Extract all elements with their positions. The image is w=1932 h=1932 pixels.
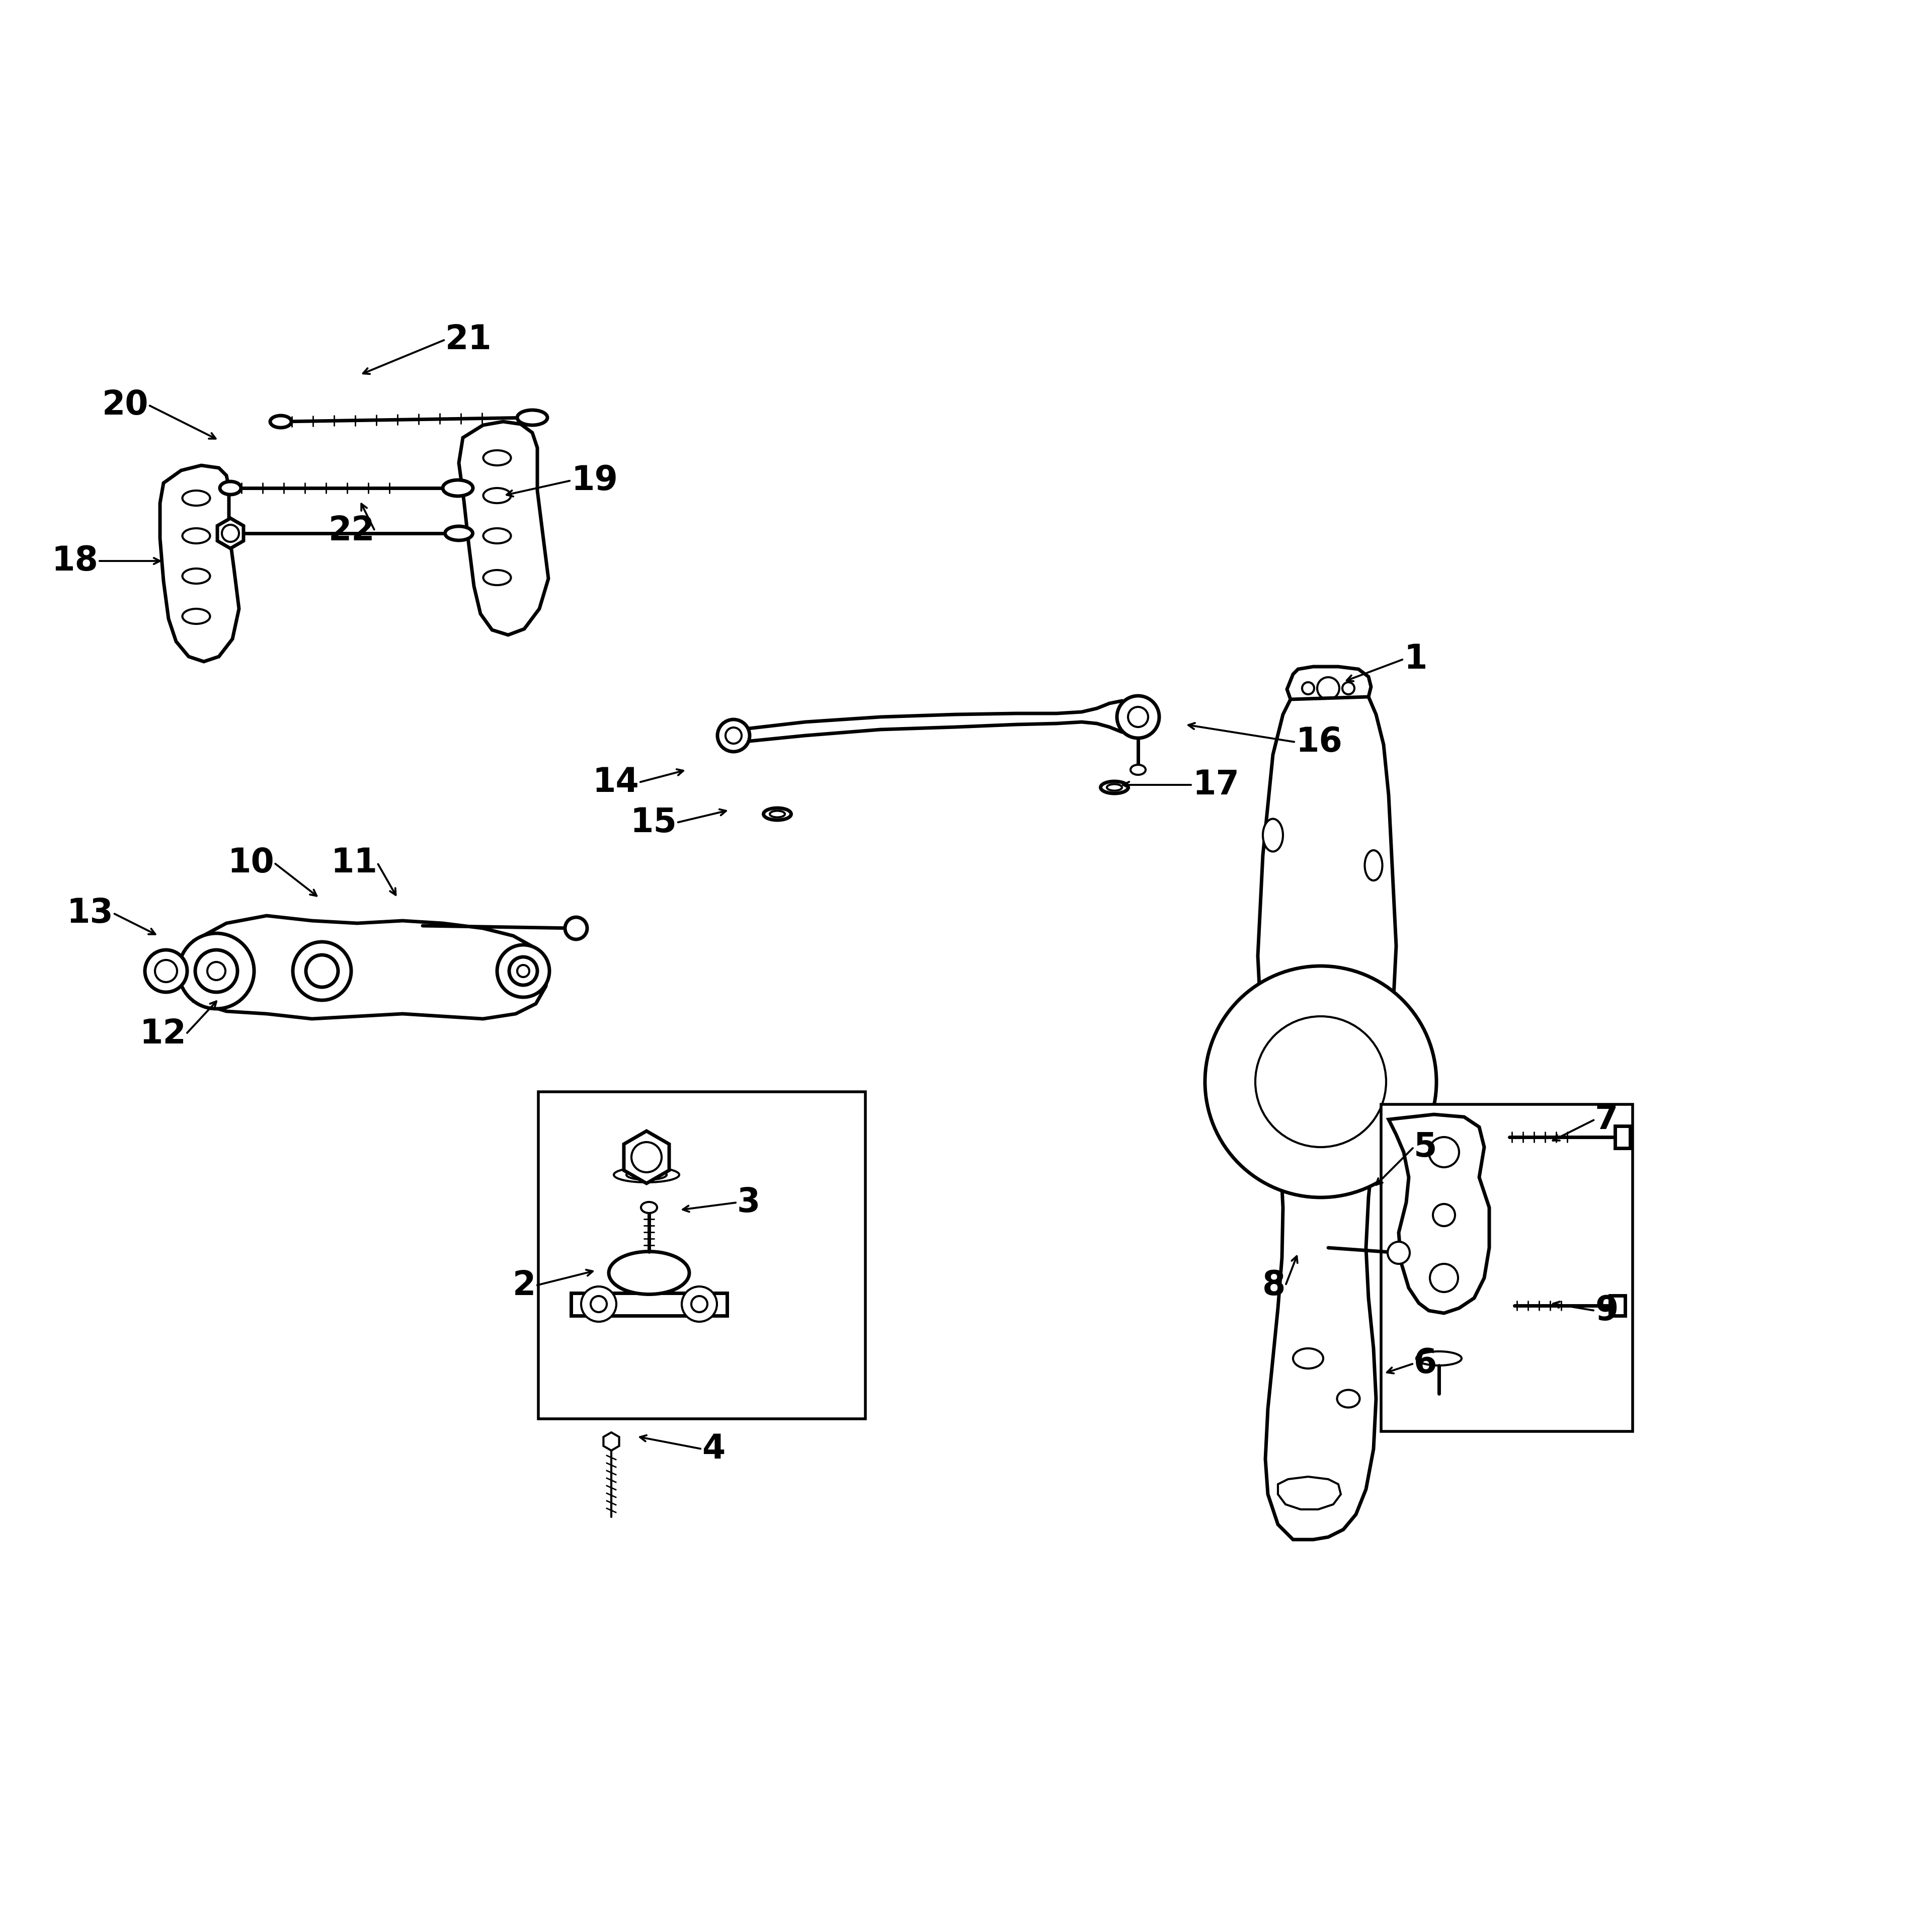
Circle shape <box>222 526 240 541</box>
Circle shape <box>1206 966 1435 1198</box>
Polygon shape <box>603 1432 618 1451</box>
Text: 20: 20 <box>102 388 149 421</box>
Text: 13: 13 <box>66 896 114 929</box>
Polygon shape <box>1277 1476 1341 1509</box>
Polygon shape <box>1389 1115 1490 1314</box>
Ellipse shape <box>220 481 242 495</box>
Text: 18: 18 <box>52 545 99 578</box>
Ellipse shape <box>483 489 510 502</box>
Text: 4: 4 <box>701 1432 725 1466</box>
Polygon shape <box>1258 697 1397 1540</box>
Text: 21: 21 <box>444 323 493 355</box>
Circle shape <box>1430 1138 1459 1167</box>
Circle shape <box>1256 1016 1385 1148</box>
Polygon shape <box>1615 1126 1631 1148</box>
Circle shape <box>717 719 750 752</box>
Text: 9: 9 <box>1596 1294 1619 1327</box>
Ellipse shape <box>1337 1389 1360 1408</box>
Ellipse shape <box>1293 1349 1323 1368</box>
Ellipse shape <box>270 415 292 427</box>
Circle shape <box>564 918 587 939</box>
Text: 10: 10 <box>228 846 274 879</box>
Text: 14: 14 <box>593 765 639 800</box>
Ellipse shape <box>1264 819 1283 852</box>
Text: 16: 16 <box>1296 726 1343 759</box>
Text: 19: 19 <box>572 464 618 497</box>
Circle shape <box>582 1287 616 1321</box>
Polygon shape <box>160 466 240 661</box>
Bar <box>1381 1105 1633 1432</box>
Ellipse shape <box>614 1167 680 1182</box>
Text: 2: 2 <box>512 1269 535 1302</box>
Bar <box>539 1092 866 1418</box>
Ellipse shape <box>626 1169 667 1180</box>
Polygon shape <box>218 518 243 549</box>
Circle shape <box>155 960 178 981</box>
Circle shape <box>591 1296 607 1312</box>
Circle shape <box>1430 1264 1459 1293</box>
Polygon shape <box>726 701 1155 742</box>
Polygon shape <box>1609 1296 1625 1316</box>
Polygon shape <box>460 421 549 636</box>
Text: 11: 11 <box>330 846 377 879</box>
Circle shape <box>294 943 352 1001</box>
Polygon shape <box>624 1130 668 1182</box>
Circle shape <box>1117 696 1159 738</box>
Ellipse shape <box>1416 1350 1463 1366</box>
Ellipse shape <box>182 609 211 624</box>
Circle shape <box>1302 682 1314 694</box>
Ellipse shape <box>609 1252 690 1294</box>
Ellipse shape <box>444 526 473 541</box>
Ellipse shape <box>182 568 211 583</box>
Circle shape <box>207 962 226 980</box>
Ellipse shape <box>182 527 211 543</box>
Circle shape <box>1343 682 1354 694</box>
Text: 15: 15 <box>630 806 676 838</box>
Circle shape <box>726 728 742 744</box>
Circle shape <box>305 954 338 987</box>
Circle shape <box>1434 1204 1455 1227</box>
Text: 22: 22 <box>328 514 375 547</box>
Text: 7: 7 <box>1596 1103 1619 1136</box>
Ellipse shape <box>769 811 784 817</box>
Circle shape <box>178 933 255 1009</box>
Text: 12: 12 <box>139 1018 185 1051</box>
Text: 5: 5 <box>1414 1130 1437 1163</box>
Ellipse shape <box>442 479 473 497</box>
Text: 1: 1 <box>1405 643 1428 676</box>
Text: 6: 6 <box>1414 1347 1437 1379</box>
Circle shape <box>682 1287 717 1321</box>
Circle shape <box>497 945 549 997</box>
Ellipse shape <box>483 570 510 585</box>
Text: 3: 3 <box>738 1186 761 1219</box>
Ellipse shape <box>518 410 547 425</box>
Ellipse shape <box>1107 784 1122 790</box>
Ellipse shape <box>641 1202 657 1213</box>
Ellipse shape <box>1101 781 1128 794</box>
Polygon shape <box>572 1293 726 1316</box>
Ellipse shape <box>483 450 510 466</box>
Ellipse shape <box>1130 765 1146 775</box>
Circle shape <box>632 1142 661 1173</box>
Circle shape <box>692 1296 707 1312</box>
Circle shape <box>1318 678 1339 699</box>
Circle shape <box>518 964 529 978</box>
Text: 8: 8 <box>1262 1269 1285 1302</box>
Ellipse shape <box>182 491 211 506</box>
Circle shape <box>1387 1242 1410 1264</box>
Circle shape <box>510 956 537 985</box>
Ellipse shape <box>763 808 792 819</box>
Circle shape <box>145 951 187 993</box>
Ellipse shape <box>1364 850 1381 881</box>
Ellipse shape <box>483 527 510 543</box>
Polygon shape <box>1287 667 1372 711</box>
Text: 17: 17 <box>1192 769 1238 802</box>
Circle shape <box>195 951 238 993</box>
Circle shape <box>1128 707 1148 726</box>
Polygon shape <box>193 916 549 1018</box>
